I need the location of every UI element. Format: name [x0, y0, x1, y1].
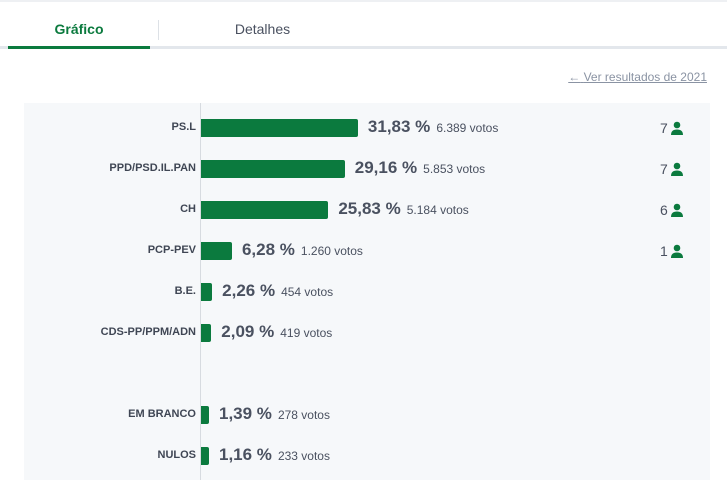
votes-label: 419 votos	[280, 326, 333, 340]
chart-row: CDS-PP/PPM/ADN 2,09 % 419 votos	[24, 322, 710, 344]
seats-number: 7	[660, 120, 668, 136]
bar-value: 1,39 % 278 votos	[219, 404, 330, 424]
party-label: PPD/PSD.IL.PAN	[109, 162, 196, 174]
party-label: PS.L	[171, 121, 196, 133]
tab-grafico[interactable]: Gráfico	[8, 14, 150, 49]
chart-row: B.E. 2,26 % 454 votos	[24, 281, 710, 303]
person-icon	[670, 121, 683, 135]
percent-label: 1,39 %	[219, 404, 272, 423]
tab-bar: Gráfico Detalhes	[0, 14, 727, 49]
percent-label: 29,16 %	[354, 158, 418, 177]
bar-value: 29,16 % 5.853 votos	[355, 158, 485, 178]
bar	[201, 406, 209, 424]
chart-row: PPD/PSD.IL.PAN 29,16 % 5.853 votos 7	[24, 158, 710, 180]
party-label: CH	[180, 203, 196, 215]
chart-row: PCP-PEV 6,28 % 1.260 votos 1	[24, 240, 710, 262]
percent-label: 1,16 %	[219, 445, 272, 464]
previous-results-link[interactable]: ← Ver resultados de 2021	[568, 70, 707, 84]
votes-label: 6.389 votos	[436, 121, 499, 135]
percent-label: 25,83 %	[338, 199, 401, 218]
votes-label: 454 votos	[281, 285, 334, 299]
top-border	[0, 0, 727, 2]
votes-label: 5.184 votos	[406, 203, 469, 217]
bar-value: 1,16 % 233 votos	[219, 445, 330, 465]
party-label: NULOS	[157, 449, 197, 461]
bar	[201, 119, 358, 137]
percent-label: 2,26 %	[222, 281, 276, 300]
seats-count: 7	[660, 161, 684, 177]
votes-label: 5.853 votos	[423, 162, 486, 176]
seats-count: 1	[660, 243, 684, 259]
bar-value: 2,26 % 454 votos	[222, 281, 333, 301]
bar	[201, 283, 213, 301]
seats-number: 6	[660, 202, 668, 218]
chart-row: PS.L 31,83 % 6.389 votos 7	[24, 117, 710, 139]
seats-count: 6	[660, 202, 684, 218]
votes-label: 1.260 votos	[300, 244, 363, 258]
bar	[201, 160, 345, 178]
bar	[201, 201, 329, 219]
chart-row: EM BRANCO 1,39 % 278 votos	[24, 404, 710, 426]
bar-value: 25,83 % 5.184 votos	[338, 199, 468, 219]
chart-axis	[200, 103, 201, 480]
bar-value: 2,09 % 419 votos	[221, 322, 332, 342]
results-chart: PS.L 31,83 % 6.389 votos 7 PPD/PSD.IL.PAN 2…	[24, 103, 710, 480]
party-label: B.E.	[174, 285, 196, 297]
bar	[201, 447, 209, 465]
previous-results-label: Ver resultados de 2021	[583, 70, 707, 84]
seats-count: 7	[660, 120, 684, 136]
tab-detalhes[interactable]: Detalhes	[234, 21, 291, 37]
percent-label: 2,09 %	[221, 322, 275, 341]
person-icon	[670, 244, 683, 258]
person-icon	[670, 203, 683, 217]
bar-value: 31,83 % 6.389 votos	[368, 117, 498, 137]
bar-value: 6,28 % 1.260 votos	[242, 240, 363, 260]
bar	[201, 242, 232, 260]
tab-divider	[158, 20, 159, 40]
percent-label: 31,83 %	[367, 117, 431, 136]
seats-number: 7	[660, 161, 668, 177]
percent-label: 6,28 %	[241, 240, 295, 259]
bar	[201, 324, 212, 342]
chart-row: NULOS 1,16 % 233 votos	[24, 445, 710, 467]
arrow-left-icon: ←	[568, 70, 581, 84]
votes-label: 233 votos	[277, 449, 330, 463]
votes-label: 278 votos	[277, 408, 330, 422]
party-label: CDS-PP/PPM/ADN	[100, 326, 196, 338]
chart-row: CH 25,83 % 5.184 votos 6	[24, 199, 710, 221]
seats-number: 1	[660, 243, 668, 259]
party-label: PCP-PEV	[147, 244, 196, 256]
party-label: EM BRANCO	[128, 408, 196, 420]
person-icon	[670, 162, 683, 176]
